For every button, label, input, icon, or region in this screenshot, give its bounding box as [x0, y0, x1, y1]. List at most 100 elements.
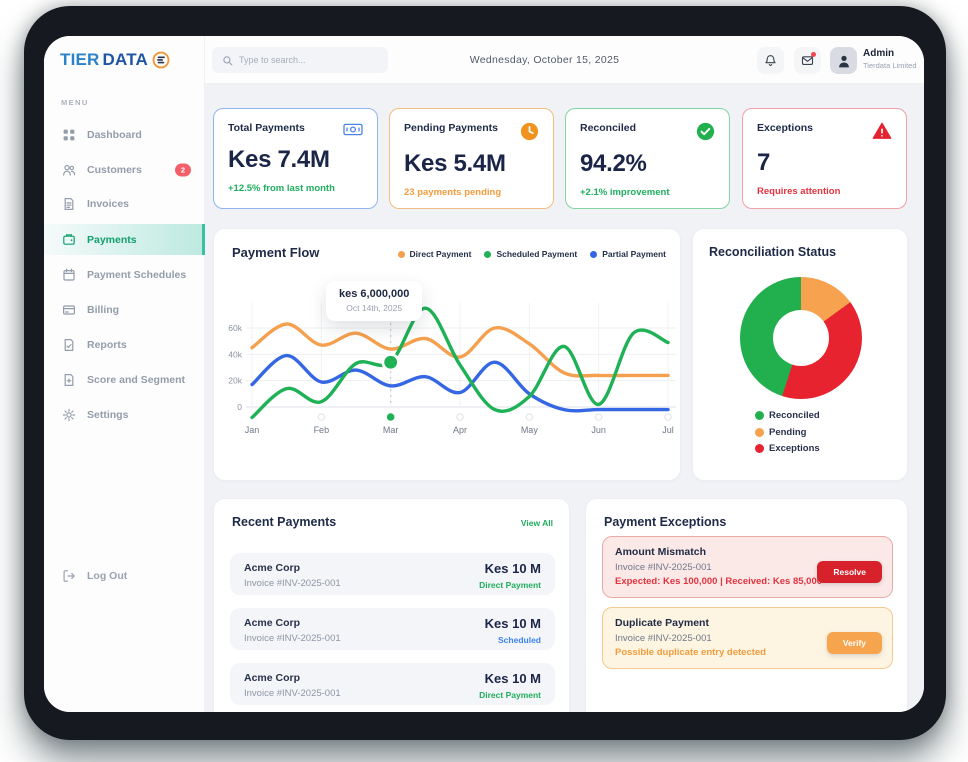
recent-payments-title: Recent Payments — [232, 515, 337, 529]
alert-title: Amount Mismatch — [615, 546, 707, 558]
logo-text-secondary: DATA — [102, 50, 149, 69]
invoices-icon — [64, 197, 74, 210]
sidebar-item-payment-schedules[interactable]: Payment Schedules — [44, 259, 205, 290]
sidebar-item-label: Payments — [87, 233, 137, 246]
svg-text:Mar: Mar — [383, 425, 399, 435]
stat-note: 23 payments pending — [404, 187, 502, 198]
sidebar-item-label: Dashboard — [87, 128, 142, 141]
view-all-link[interactable]: View All — [520, 518, 553, 528]
resolve-button[interactable]: Resolve — [817, 561, 882, 583]
topbar: Wednesday, October 15, 2025 — [205, 36, 924, 84]
sidebar-item-label: Billing — [87, 303, 120, 316]
app-window: TIER DATA MENU Dashboard — [44, 36, 924, 712]
reconciliation-card: Reconciliation Status Reconciled Pending — [692, 228, 908, 481]
payment-company: Acme Corp — [244, 672, 301, 684]
unread-indicator — [811, 52, 816, 57]
app-logo: TIER DATA — [60, 50, 170, 70]
sidebar-item-logout[interactable]: Log Out — [44, 560, 205, 591]
warning-triangle-icon — [872, 122, 892, 139]
sidebar-item-dashboard[interactable]: Dashboard — [44, 119, 205, 150]
reports-icon — [64, 338, 74, 351]
stat-note: +12.5% from last month — [228, 183, 335, 194]
user-name: Admin — [863, 48, 895, 59]
person-icon — [838, 55, 849, 67]
payment-invoice: Invoice #INV-2025-001 — [244, 633, 341, 644]
svg-text:Jun: Jun — [591, 425, 606, 435]
bell-icon — [765, 55, 776, 66]
payment-status: Direct Payment — [479, 690, 541, 700]
customers-badge: 2 — [175, 163, 191, 176]
payment-invoice: Invoice #INV-2025-001 — [244, 578, 341, 589]
payment-exceptions-title: Payment Exceptions — [604, 515, 727, 529]
payment-status: Scheduled — [498, 635, 541, 645]
check-circle-icon — [696, 122, 715, 141]
stat-note: +2.1% improvement — [580, 187, 670, 198]
menu-section-label: MENU — [61, 98, 89, 107]
search-input[interactable] — [239, 55, 369, 65]
search-box[interactable] — [212, 47, 388, 73]
alert-title: Duplicate Payment — [615, 617, 709, 629]
sidebar-item-label: Reports — [87, 338, 127, 351]
sidebar-item-billing[interactable]: Billing — [44, 294, 205, 325]
chart-tooltip: kes 6,000,000 Oct 14th, 2025 — [326, 281, 423, 321]
stat-value: Kes 5.4M — [404, 150, 506, 177]
payment-row[interactable]: Acme Corp Invoice #INV-2025-001 Kes 10 M… — [230, 663, 555, 705]
exception-alert-amount-mismatch: Amount Mismatch Invoice #INV-2025-001 Ex… — [602, 536, 893, 598]
logout-icon — [63, 569, 75, 582]
sidebar-item-label: Settings — [87, 408, 129, 421]
logo-text-primary: TIER — [60, 50, 100, 69]
svg-text:Feb: Feb — [314, 425, 330, 435]
tooltip-date: Oct 14th, 2025 — [346, 303, 403, 313]
legend-item-direct: Direct Payment — [397, 249, 471, 259]
stat-title: Pending Payments — [404, 122, 498, 134]
legend-label: Scheduled Payment — [496, 249, 578, 259]
messages-button[interactable] — [794, 47, 821, 74]
svg-text:60k: 60k — [228, 323, 242, 333]
verify-button[interactable]: Verify — [826, 632, 882, 654]
payment-invoice: Invoice #INV-2025-001 — [244, 688, 341, 699]
legend-dot-red — [755, 444, 764, 453]
sidebar-item-customers[interactable]: Customers 2 — [44, 154, 205, 185]
payment-flow-legend: Direct Payment Scheduled Payment Partial… — [397, 249, 666, 259]
reconciliation-donut-chart — [740, 277, 862, 399]
stat-card-pending-payments: Pending Payments Kes 5.4M 23 payments pe… — [389, 108, 554, 209]
customers-icon — [63, 164, 76, 176]
billing-icon — [63, 304, 76, 315]
sidebar-item-reports[interactable]: Reports — [44, 329, 205, 360]
notifications-button[interactable] — [757, 47, 784, 74]
tooltip-value: kes 6,000,000 — [339, 288, 410, 300]
schedule-icon — [63, 268, 75, 281]
alert-detail: Possible duplicate entry detected — [615, 647, 766, 658]
sidebar-item-invoices[interactable]: Invoices — [44, 188, 205, 219]
svg-text:Jan: Jan — [245, 425, 260, 435]
svg-text:20k: 20k — [228, 376, 242, 386]
alert-invoice: Invoice #INV-2025-001 — [615, 562, 712, 573]
sidebar-item-label: Log Out — [87, 569, 128, 582]
mail-icon — [801, 56, 814, 65]
payment-row[interactable]: Acme Corp Invoice #INV-2025-001 Kes 10 M… — [230, 553, 555, 595]
stat-card-exceptions: Exceptions 7 Requires attention — [742, 108, 907, 209]
payment-exceptions-card: Payment Exceptions Amount Mismatch Invoi… — [585, 498, 908, 712]
stat-value: 7 — [757, 149, 771, 176]
svg-text:Apr: Apr — [453, 425, 467, 435]
sidebar-item-label: Invoices — [87, 197, 130, 210]
stat-title: Total Payments — [228, 122, 305, 134]
sidebar-item-payments[interactable]: Payments — [44, 224, 205, 255]
legend-label: Partial Payment — [602, 249, 666, 259]
user-meta: Admin Tierdata Limited — [863, 48, 917, 70]
legend-dot-orange — [755, 427, 764, 437]
search-icon — [223, 55, 233, 65]
legend-item-partial: Partial Payment — [590, 249, 666, 259]
user-avatar[interactable] — [830, 47, 857, 74]
sidebar-item-settings[interactable]: Settings — [44, 399, 205, 430]
payment-company: Acme Corp — [244, 562, 301, 574]
sidebar-item-score-and-segment[interactable]: Score and Segment — [44, 364, 205, 395]
legend-dot-green — [755, 411, 764, 420]
svg-text:0: 0 — [237, 402, 242, 412]
payment-flow-chart: 60k 40k 20k 0 Jan Feb Mar Apr May Jun Jul — [228, 299, 676, 435]
legend-dot-blue — [590, 250, 598, 258]
payment-flow-card: Payment Flow Direct Payment Scheduled Pa… — [213, 228, 681, 481]
sidebar: TIER DATA MENU Dashboard — [44, 36, 205, 712]
payment-row[interactable]: Acme Corp Invoice #INV-2025-001 Kes 10 M… — [230, 608, 555, 650]
